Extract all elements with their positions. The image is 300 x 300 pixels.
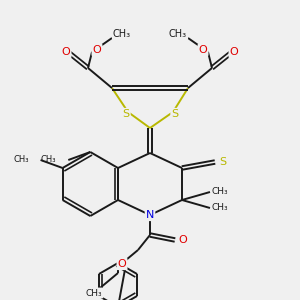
Text: N: N [146,210,154,220]
Text: O: O [118,259,126,269]
Text: CH₃: CH₃ [86,289,102,298]
Text: O: O [61,47,70,57]
Text: CH₃: CH₃ [113,29,131,39]
Text: CH₃: CH₃ [13,155,28,164]
Text: CH₃: CH₃ [212,188,228,196]
Text: O: O [93,45,101,55]
Text: O: O [178,235,188,245]
Text: S: S [122,109,130,119]
Text: O: O [230,47,238,57]
Text: CH₃: CH₃ [212,203,228,212]
Text: S: S [219,157,226,167]
Text: CH₃: CH₃ [41,155,56,164]
Text: O: O [199,45,207,55]
Text: CH₃: CH₃ [169,29,187,39]
Text: S: S [171,109,178,119]
